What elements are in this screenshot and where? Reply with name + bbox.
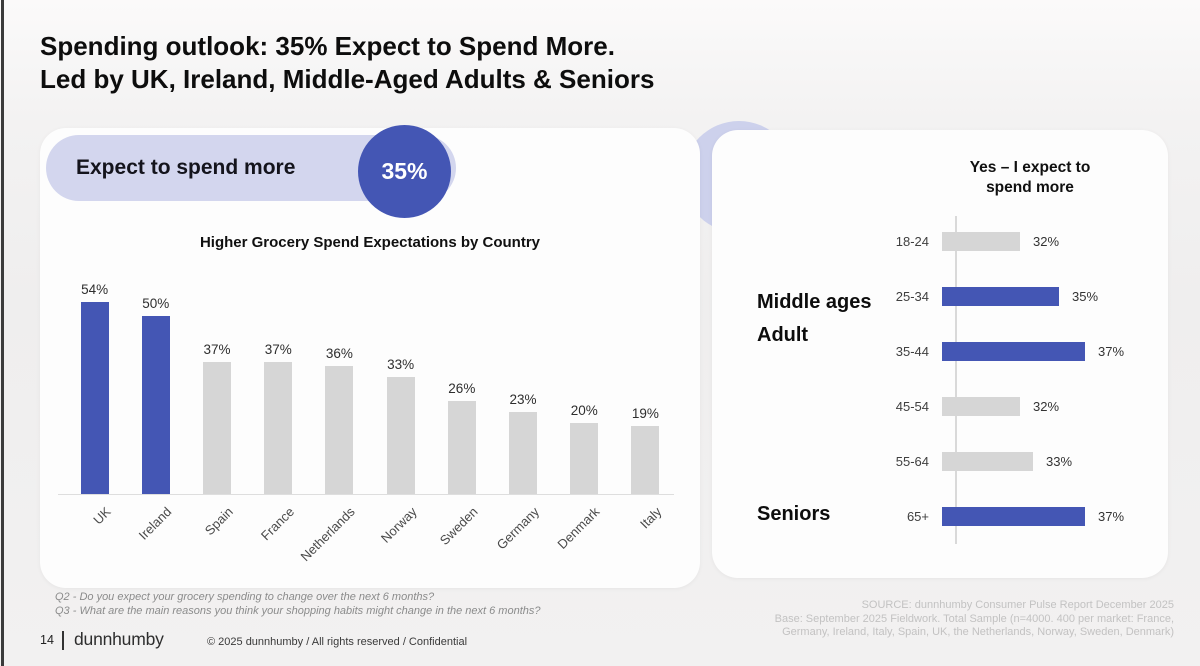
age-bar-row: 65+ 37% bbox=[712, 489, 1168, 544]
country-bar bbox=[141, 316, 170, 494]
age-bar-row: 18-24 32% bbox=[712, 214, 1168, 269]
footnote-q3: Q3 - What are the main reasons you think… bbox=[55, 605, 541, 617]
age-bar bbox=[942, 342, 1085, 361]
bar-value-label: 36% bbox=[325, 346, 353, 361]
country-bar bbox=[570, 423, 599, 494]
country-bar-group: 20% Denmark bbox=[554, 278, 615, 552]
bar-value-label: 35% bbox=[1072, 289, 1099, 304]
age-label: 55-64 bbox=[895, 454, 929, 469]
country-bar-group: 33% Norway bbox=[370, 278, 431, 546]
age-chart-title: Yes – I expect to spend more bbox=[969, 159, 1091, 196]
slide-title-line2: Led by UK, Ireland, Middle-Aged Adults &… bbox=[40, 64, 655, 94]
screen-left-edge bbox=[1, 0, 4, 666]
bar-value-label: 37% bbox=[203, 342, 231, 357]
age-bar-row: 35-44 37% bbox=[712, 324, 1168, 379]
bar-value-label: 20% bbox=[570, 403, 598, 418]
country-bar bbox=[447, 401, 476, 494]
dunnhumby-logo: dunnhumby bbox=[74, 629, 164, 649]
source-line2: Base: September 2025 Fieldwork. Total Sa… bbox=[774, 612, 1174, 625]
slide-title: Spending outlook: 35% Expect to Spend Mo… bbox=[40, 30, 654, 96]
country-label: Netherlands bbox=[297, 504, 359, 565]
country-bar-group: 19% Italy bbox=[615, 278, 676, 531]
age-chart-rows: 18-24 32% 25-34 35% 35-44 37% 45-54 32% 55-64 33%… bbox=[712, 214, 1168, 544]
country-label: Italy bbox=[636, 504, 665, 532]
country-label: Sweden bbox=[436, 504, 481, 548]
country-bar bbox=[509, 412, 538, 494]
country-bar-group: 23% Germany bbox=[492, 278, 553, 552]
age-bar-row: 55-64 33% bbox=[712, 434, 1168, 489]
country-label: Germany bbox=[493, 504, 542, 553]
pill-value-badge: 35% bbox=[358, 125, 451, 218]
page-number: 14 bbox=[40, 633, 54, 647]
age-label: 18-24 bbox=[895, 234, 929, 249]
country-bar-group: 37% France bbox=[248, 278, 309, 543]
age-bar bbox=[942, 507, 1085, 526]
country-chart-bars: 54% UK 50% Ireland 37% Spain 37% France 36% Nethe… bbox=[64, 278, 676, 564]
bar-value-label: 19% bbox=[631, 406, 659, 421]
survey-question-footnotes: Q2 - Do you expect your grocery spending… bbox=[55, 590, 541, 618]
age-chart-card: Yes – I expect to spend more 18-24 32% 25-… bbox=[712, 130, 1168, 578]
source-line3: Germany, Ireland, Italy, Spain, UK, the … bbox=[782, 626, 1174, 638]
footer-divider bbox=[62, 631, 64, 650]
age-label: 45-54 bbox=[895, 399, 929, 414]
country-label: Spain bbox=[201, 504, 236, 539]
country-bar bbox=[80, 302, 109, 494]
country-chart-axis bbox=[58, 494, 674, 495]
country-label: Denmark bbox=[554, 504, 603, 552]
group-label-middle-line2: Adult bbox=[757, 324, 809, 346]
bar-value-label: 37% bbox=[1098, 344, 1125, 359]
bar-value-label: 50% bbox=[142, 296, 170, 311]
age-bar-row: 25-34 35% bbox=[712, 269, 1168, 324]
country-chart-card: Expect to spend more 35% Higher Grocery … bbox=[40, 125, 700, 588]
country-bar bbox=[325, 366, 354, 494]
country-label: Norway bbox=[377, 504, 420, 546]
country-bar-group: 37% Spain bbox=[186, 278, 247, 538]
country-label: France bbox=[257, 504, 297, 544]
source-line1: SOURCE: dunnhumby Consumer Pulse Report … bbox=[861, 599, 1174, 611]
country-bar-group: 36% Netherlands bbox=[298, 278, 370, 564]
country-bar-group: 50% Ireland bbox=[125, 278, 186, 543]
age-label: 35-44 bbox=[895, 344, 929, 359]
age-bar bbox=[942, 232, 1020, 251]
pill-label: Expect to spend more bbox=[76, 156, 296, 179]
age-label: 65+ bbox=[906, 509, 929, 524]
country-label: Ireland bbox=[135, 504, 175, 543]
age-bar bbox=[942, 287, 1059, 306]
country-label: UK bbox=[89, 504, 114, 528]
bar-value-label: 33% bbox=[1046, 454, 1073, 469]
group-label-seniors: Seniors bbox=[757, 503, 831, 525]
expect-to-spend-pill: Expect to spend more 35% bbox=[46, 125, 456, 218]
age-bar bbox=[942, 397, 1020, 416]
country-chart-title: Higher Grocery Spend Expectations by Cou… bbox=[199, 234, 541, 251]
bar-value-label: 37% bbox=[1098, 509, 1125, 524]
age-bar bbox=[942, 452, 1033, 471]
bar-value-label: 33% bbox=[387, 357, 415, 372]
age-bar-row: 45-54 32% bbox=[712, 379, 1168, 434]
slide-title-line1: Spending outlook: 35% Expect to Spend Mo… bbox=[40, 31, 615, 61]
footnote-q2: Q2 - Do you expect your grocery spending… bbox=[55, 591, 435, 603]
country-bar bbox=[386, 377, 415, 494]
bar-value-label: 54% bbox=[81, 282, 109, 297]
bar-value-label: 37% bbox=[264, 342, 292, 357]
source-attribution: SOURCE: dunnhumby Consumer Pulse Report … bbox=[775, 599, 1174, 640]
group-label-middle-ages: Middle ages Adult bbox=[757, 286, 871, 352]
country-bar bbox=[631, 426, 660, 494]
country-bar bbox=[264, 362, 293, 494]
age-chart-axis bbox=[955, 216, 957, 544]
group-label-middle-line1: Middle ages bbox=[757, 291, 872, 313]
bar-value-label: 26% bbox=[448, 381, 476, 396]
bar-value-label: 32% bbox=[1033, 399, 1060, 414]
country-bar-group: 54% UK bbox=[64, 278, 125, 527]
country-bar bbox=[203, 362, 231, 494]
bar-value-label: 23% bbox=[509, 392, 537, 407]
copyright-text: © 2025 dunnhumby / All rights reserved /… bbox=[207, 636, 468, 648]
bar-value-label: 32% bbox=[1033, 234, 1060, 249]
country-bar-group: 26% Sweden bbox=[431, 278, 492, 548]
age-label: 25-34 bbox=[895, 289, 929, 304]
